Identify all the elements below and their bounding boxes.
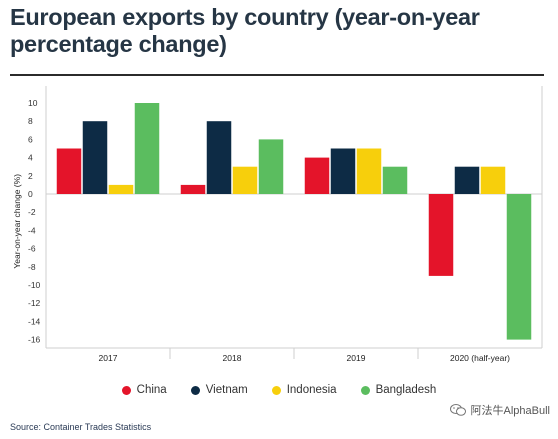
title-divider [10, 74, 544, 76]
y-tick-label: 0 [28, 189, 33, 199]
bar-vietnam-2018 [206, 121, 232, 194]
bar-bangladesh-2020 [506, 194, 532, 340]
y-tick-label: 6 [28, 134, 33, 144]
legend-item-bangladesh: Bangladesh [360, 384, 437, 396]
bar-vietnam-2020 [454, 166, 480, 194]
x-category-label: 2020 (half-year) [450, 353, 510, 363]
y-tick-label: 2 [28, 171, 33, 181]
bar-bangladesh-2019 [382, 166, 408, 194]
legend-item-vietnam: Vietnam [190, 384, 248, 396]
x-category-label: 2018 [223, 353, 242, 363]
y-tick-label: -8 [28, 262, 36, 272]
y-tick-label: -10 [28, 280, 41, 290]
bar-china-2017 [56, 148, 82, 194]
y-tick-label: -4 [28, 225, 36, 235]
y-tick-label: -12 [28, 298, 41, 308]
bar-china-2020 [428, 194, 454, 276]
legend-swatch [121, 385, 131, 395]
bar-china-2018 [180, 184, 206, 194]
chart-title: European exports by country (year-on-yea… [10, 4, 480, 57]
bar-chart: 10 8 6 4 2 0 -2 -4 -6 -8 -10 -12 -14 -16 Year-on-year … [12, 86, 543, 363]
x-category-label: 2019 [347, 353, 366, 363]
legend-swatch [271, 385, 281, 395]
legend-swatch [190, 385, 200, 395]
legend-label: Vietnam [205, 384, 248, 396]
bar-vietnam-2017 [82, 121, 108, 194]
bar-indonesia-2019 [356, 148, 382, 194]
y-tick-label: -14 [28, 316, 41, 326]
legend-swatch [360, 385, 370, 395]
bar-indonesia-2017 [108, 184, 134, 194]
y-axis-label: Year-on-year change (%) [12, 174, 22, 269]
bar-bangladesh-2018 [258, 139, 284, 194]
y-tick-label: -2 [28, 207, 36, 217]
y-tick-label: -16 [28, 335, 41, 345]
y-tick-label: 8 [28, 116, 33, 126]
bar-china-2019 [304, 157, 330, 194]
source-note: Source: Container Trades Statistics [10, 422, 152, 432]
legend-label: China [136, 384, 167, 396]
legend-item-china: China [121, 384, 167, 396]
bar-vietnam-2019 [330, 148, 356, 194]
x-category-label: 2017 [99, 353, 118, 363]
legend-item-indonesia: Indonesia [271, 384, 337, 396]
y-tick-label: 4 [28, 153, 33, 163]
wechat-icon [449, 404, 466, 416]
watermark-text: 阿法牛AlphaBull [470, 405, 550, 417]
legend-label: Indonesia [286, 384, 337, 396]
bar-indonesia-2018 [232, 166, 258, 194]
legend-label: Bangladesh [375, 384, 437, 396]
y-tick-label: 10 [28, 98, 38, 108]
watermark: 阿法牛AlphaBull [449, 402, 550, 418]
y-tick-label: -6 [28, 244, 36, 254]
chart-legend: China Vietnam Indonesia Bangladesh [0, 384, 558, 396]
bar-bangladesh-2017 [134, 103, 160, 194]
bar-indonesia-2020 [480, 166, 506, 194]
